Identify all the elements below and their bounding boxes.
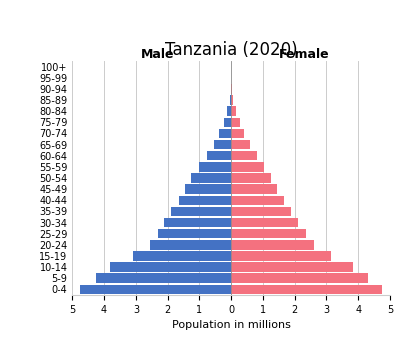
Bar bbox=[150, 240, 231, 250]
Bar bbox=[231, 240, 313, 250]
Bar bbox=[231, 184, 277, 194]
Text: Female: Female bbox=[278, 48, 329, 61]
Bar bbox=[231, 118, 239, 127]
Text: Male: Male bbox=[141, 48, 174, 61]
Bar bbox=[231, 151, 256, 160]
Bar bbox=[231, 274, 367, 283]
Bar bbox=[231, 95, 233, 105]
Bar bbox=[229, 95, 231, 105]
Bar bbox=[231, 229, 305, 238]
Bar bbox=[224, 118, 231, 127]
Bar bbox=[231, 251, 330, 261]
Bar bbox=[231, 162, 264, 172]
Bar bbox=[231, 285, 381, 294]
Bar bbox=[231, 207, 291, 216]
Bar bbox=[178, 196, 231, 205]
Bar bbox=[96, 274, 231, 283]
Bar bbox=[219, 129, 231, 138]
Bar bbox=[231, 173, 270, 183]
Bar bbox=[199, 162, 231, 172]
Bar bbox=[231, 218, 297, 227]
Bar bbox=[213, 140, 231, 149]
Bar bbox=[170, 207, 231, 216]
Bar bbox=[230, 84, 231, 94]
Title: Tanzania (2020): Tanzania (2020) bbox=[164, 41, 297, 59]
Bar bbox=[231, 196, 283, 205]
Bar bbox=[132, 251, 231, 261]
Bar bbox=[80, 285, 231, 294]
Bar bbox=[231, 129, 244, 138]
Bar bbox=[227, 106, 231, 116]
X-axis label: Population in millions: Population in millions bbox=[171, 320, 290, 330]
Bar bbox=[164, 218, 231, 227]
Bar bbox=[184, 184, 231, 194]
Bar bbox=[231, 140, 249, 149]
Bar bbox=[158, 229, 231, 238]
Bar bbox=[231, 262, 352, 272]
Bar bbox=[110, 262, 231, 272]
Bar bbox=[207, 151, 231, 160]
Bar bbox=[231, 106, 235, 116]
Bar bbox=[191, 173, 231, 183]
